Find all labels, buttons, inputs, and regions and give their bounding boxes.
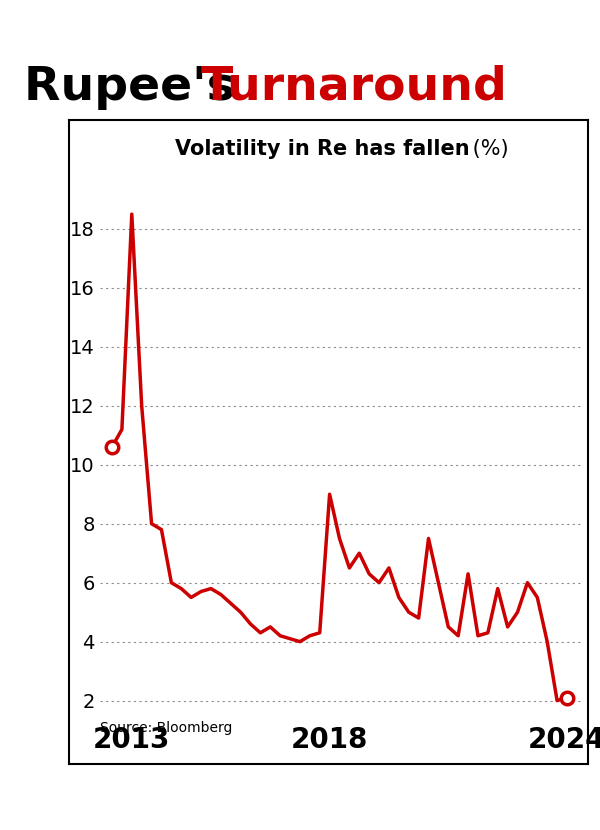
Text: Source: Bloomberg: Source: Bloomberg (100, 721, 233, 735)
Text: Rupee's: Rupee's (24, 65, 251, 110)
Text: Volatility in Re has fallen: Volatility in Re has fallen (175, 139, 470, 159)
Text: (%): (%) (466, 139, 509, 159)
Text: Turnaround: Turnaround (201, 65, 508, 110)
